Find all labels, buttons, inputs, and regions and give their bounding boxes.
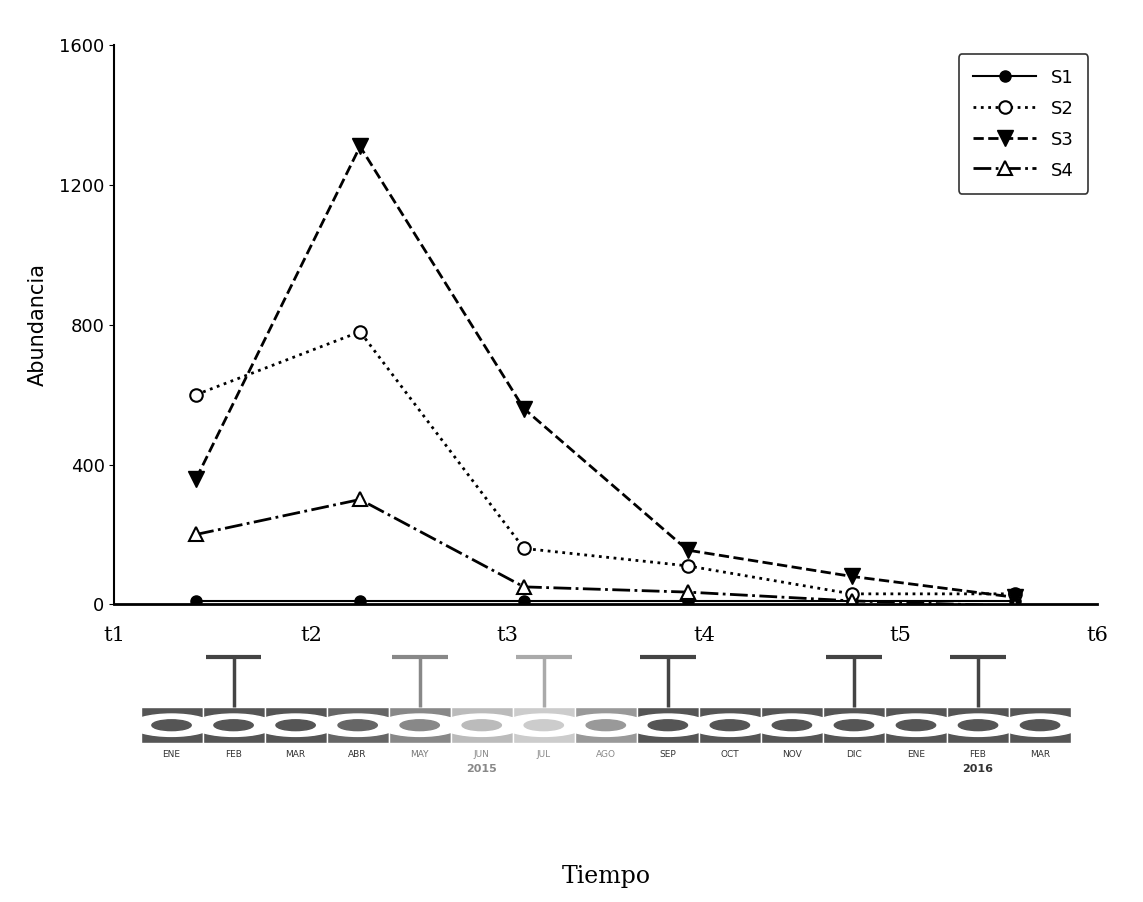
- Circle shape: [834, 720, 873, 731]
- S1: [353, 595, 367, 606]
- Bar: [637, 707, 698, 743]
- Bar: [264, 707, 327, 743]
- Bar: [141, 707, 202, 743]
- Circle shape: [586, 720, 625, 731]
- Text: FEB: FEB: [225, 750, 242, 759]
- Bar: [948, 707, 1009, 743]
- Circle shape: [255, 714, 336, 736]
- Circle shape: [876, 714, 957, 736]
- Text: OCT: OCT: [720, 750, 740, 759]
- S1: [845, 595, 858, 606]
- Text: t6: t6: [1086, 626, 1109, 646]
- S3: [681, 545, 695, 556]
- Text: NOV: NOV: [782, 750, 801, 759]
- Bar: [327, 707, 389, 743]
- Circle shape: [958, 720, 998, 731]
- S3: [517, 403, 530, 414]
- S4: [190, 529, 203, 539]
- Circle shape: [525, 720, 563, 731]
- Line: S4: S4: [190, 492, 1022, 613]
- Y-axis label: Abundancia: Abundancia: [29, 263, 48, 386]
- Circle shape: [214, 720, 254, 731]
- Text: SEP: SEP: [660, 750, 677, 759]
- S2: [1008, 588, 1022, 599]
- Circle shape: [338, 720, 377, 731]
- Bar: [885, 707, 948, 743]
- Circle shape: [689, 714, 770, 736]
- Text: 2015: 2015: [466, 764, 497, 774]
- Circle shape: [193, 714, 274, 736]
- Text: t1: t1: [103, 626, 126, 646]
- Circle shape: [628, 714, 709, 736]
- Line: S3: S3: [189, 139, 1023, 605]
- S1: [517, 595, 530, 606]
- Bar: [823, 707, 885, 743]
- Circle shape: [441, 714, 522, 736]
- Circle shape: [565, 714, 647, 736]
- Circle shape: [503, 714, 584, 736]
- Circle shape: [999, 714, 1080, 736]
- Circle shape: [400, 720, 439, 731]
- Text: ENE: ENE: [162, 750, 181, 759]
- S4: [353, 494, 367, 505]
- Text: FEB: FEB: [969, 750, 986, 759]
- S2: [845, 588, 858, 599]
- Text: DIC: DIC: [846, 750, 862, 759]
- S4: [845, 595, 858, 606]
- Bar: [450, 707, 513, 743]
- Line: S1: S1: [191, 595, 1021, 606]
- Circle shape: [1021, 720, 1060, 731]
- Text: ABR: ABR: [349, 750, 367, 759]
- Bar: [1009, 707, 1071, 743]
- S2: [517, 543, 530, 554]
- Circle shape: [710, 720, 750, 731]
- Text: MAR: MAR: [286, 750, 305, 759]
- S2: [681, 560, 695, 571]
- Circle shape: [896, 720, 936, 731]
- S3: [190, 473, 203, 483]
- Line: S2: S2: [190, 326, 1022, 600]
- Circle shape: [275, 720, 315, 731]
- Text: 2016: 2016: [962, 764, 993, 774]
- Text: ENE: ENE: [908, 750, 925, 759]
- Text: AGO: AGO: [596, 750, 616, 759]
- Circle shape: [317, 714, 398, 736]
- Text: t3: t3: [496, 626, 519, 646]
- Circle shape: [648, 720, 687, 731]
- Bar: [698, 707, 761, 743]
- Circle shape: [751, 714, 832, 736]
- S4: [681, 586, 695, 597]
- Bar: [389, 707, 450, 743]
- S4: [517, 582, 530, 593]
- S1: [1008, 595, 1022, 606]
- Circle shape: [814, 714, 895, 736]
- Circle shape: [152, 720, 191, 731]
- Legend: S1, S2, S3, S4: S1, S2, S3, S4: [959, 54, 1088, 194]
- S3: [353, 141, 367, 152]
- Circle shape: [937, 714, 1018, 736]
- Bar: [761, 707, 823, 743]
- Text: MAY: MAY: [410, 750, 429, 759]
- Text: JUL: JUL: [537, 750, 551, 759]
- Bar: [513, 707, 575, 743]
- Text: t5: t5: [889, 626, 912, 646]
- Circle shape: [773, 720, 812, 731]
- S3: [845, 571, 858, 582]
- S2: [353, 327, 367, 337]
- Text: t4: t4: [693, 626, 716, 646]
- Bar: [202, 707, 264, 743]
- S2: [190, 389, 203, 400]
- S1: [681, 595, 695, 606]
- Circle shape: [131, 714, 213, 736]
- Text: JUN: JUN: [474, 750, 489, 759]
- Circle shape: [379, 714, 461, 736]
- Circle shape: [462, 720, 502, 731]
- Text: MAR: MAR: [1030, 750, 1050, 759]
- S4: [1008, 601, 1022, 612]
- Bar: [575, 707, 637, 743]
- S1: [190, 595, 203, 606]
- Text: Tiempo: Tiempo: [561, 866, 650, 888]
- S3: [1008, 592, 1022, 603]
- Text: t2: t2: [299, 626, 322, 646]
